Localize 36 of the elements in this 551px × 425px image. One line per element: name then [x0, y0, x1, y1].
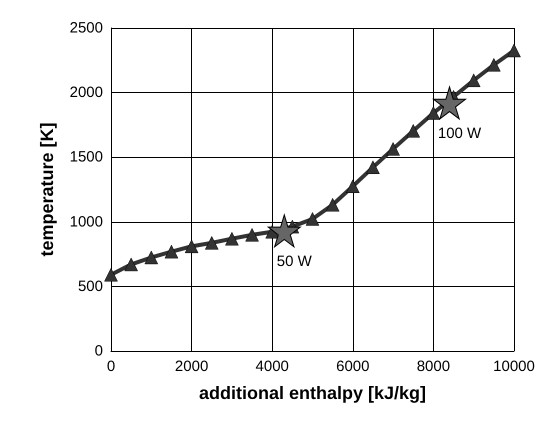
point — [406, 124, 420, 138]
point — [466, 74, 480, 88]
point — [184, 240, 198, 254]
point — [426, 106, 440, 120]
y-tick-label: 2000 — [70, 84, 103, 102]
point — [366, 160, 380, 174]
point — [487, 58, 501, 72]
point — [205, 236, 218, 250]
x-tick-label: 4000 — [256, 358, 289, 375]
x-tick-label: 10000 — [493, 358, 535, 375]
x-tick-label: 2000 — [174, 358, 208, 375]
point — [507, 44, 521, 58]
x-tick-label: 0 — [106, 358, 116, 375]
y-tick-label: 2500 — [70, 20, 103, 36]
point — [346, 180, 360, 194]
y-axis-title: temperature [K] — [37, 122, 57, 257]
point — [164, 244, 178, 258]
point — [306, 212, 320, 226]
point — [268, 214, 301, 248]
y-tick-label: 500 — [78, 278, 103, 295]
point — [144, 250, 158, 264]
point — [433, 86, 466, 120]
x-axis-title: additional enthalpy [kJ/kg] — [198, 383, 426, 403]
y-tick-label: 1500 — [70, 148, 103, 166]
x-tick-label: 6000 — [336, 358, 370, 375]
point — [225, 232, 239, 246]
point — [245, 228, 259, 242]
y-tick-label: 1000 — [70, 213, 103, 230]
point — [124, 258, 138, 272]
point — [104, 268, 118, 282]
point — [386, 142, 400, 156]
y-tick-label: 0 — [94, 342, 103, 360]
annotation: 100 W — [438, 124, 482, 142]
annotation: 50 W — [276, 252, 313, 270]
point — [326, 198, 340, 212]
x-tick-label: 8000 — [416, 358, 450, 375]
